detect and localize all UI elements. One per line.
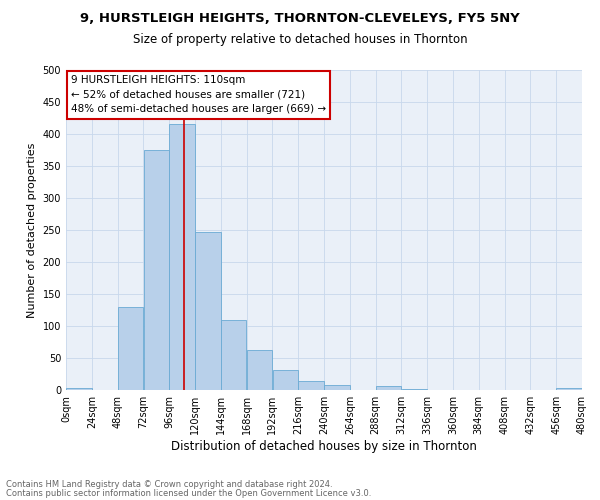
Bar <box>272 370 298 390</box>
Y-axis label: Number of detached properties: Number of detached properties <box>27 142 37 318</box>
Bar <box>118 307 143 390</box>
Bar <box>169 124 195 390</box>
Bar <box>556 388 582 390</box>
Bar <box>324 385 350 390</box>
Text: Size of property relative to detached houses in Thornton: Size of property relative to detached ho… <box>133 32 467 46</box>
Bar <box>221 320 247 390</box>
Text: 9, HURSTLEIGH HEIGHTS, THORNTON-CLEVELEYS, FY5 5NY: 9, HURSTLEIGH HEIGHTS, THORNTON-CLEVELEY… <box>80 12 520 26</box>
Text: Contains HM Land Registry data © Crown copyright and database right 2024.: Contains HM Land Registry data © Crown c… <box>6 480 332 489</box>
Bar <box>247 350 272 390</box>
Text: 9 HURSTLEIGH HEIGHTS: 110sqm
← 52% of detached houses are smaller (721)
48% of s: 9 HURSTLEIGH HEIGHTS: 110sqm ← 52% of de… <box>71 75 326 114</box>
Bar <box>195 232 221 390</box>
Bar <box>401 388 427 390</box>
Bar <box>143 150 169 390</box>
X-axis label: Distribution of detached houses by size in Thornton: Distribution of detached houses by size … <box>171 440 477 452</box>
Bar <box>298 381 324 390</box>
Bar <box>66 388 92 390</box>
Text: Contains public sector information licensed under the Open Government Licence v3: Contains public sector information licen… <box>6 488 371 498</box>
Bar <box>376 386 401 390</box>
